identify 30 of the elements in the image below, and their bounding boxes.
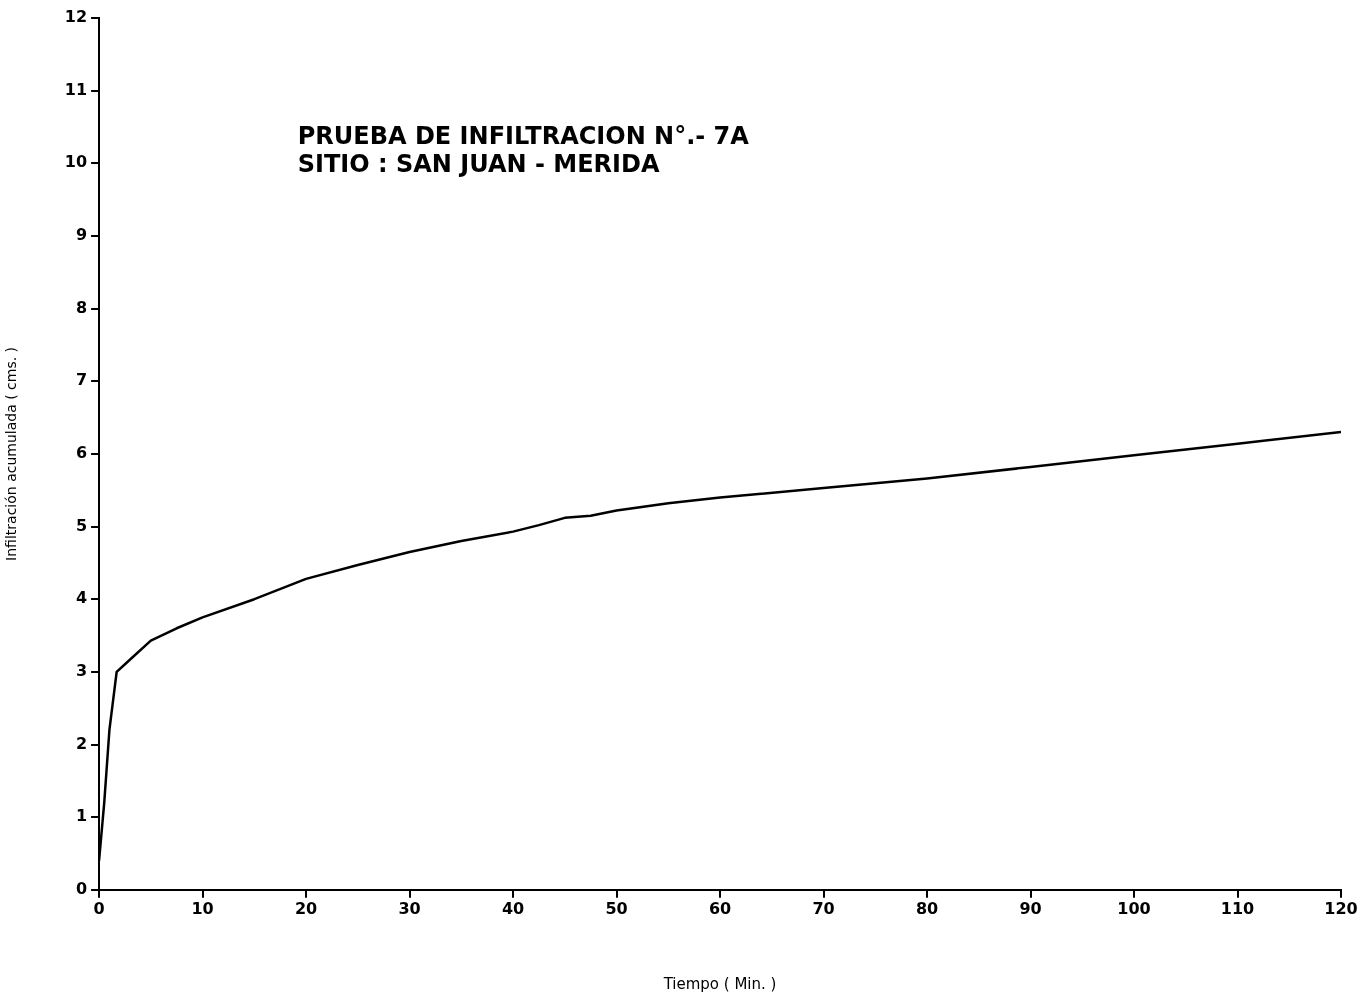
x-tick-label: 110	[1220, 898, 1255, 918]
y-tick-label: 4	[75, 588, 88, 608]
x-tick-label: 70	[812, 898, 835, 918]
x-tick-label: 90	[1019, 898, 1042, 918]
y-tick-label: 6	[75, 443, 88, 463]
x-axis-title: Tiempo ( Min. )	[662, 974, 777, 993]
y-tick-label: 11	[64, 79, 88, 99]
x-tick-label: 80	[915, 898, 939, 918]
x-tick-label: 100	[1117, 898, 1151, 918]
y-tick-label: 9	[75, 225, 88, 245]
y-tick-label: 2	[75, 733, 88, 753]
y-tick-label: 0	[75, 878, 88, 898]
y-tick-label: 10	[64, 152, 88, 172]
y-axis-title: Infiltración acumulada ( cms. )	[3, 346, 20, 561]
y-tick-label: 3	[75, 661, 88, 681]
x-tick-label: 120	[1324, 898, 1358, 918]
y-tick-label: 12	[64, 7, 88, 27]
y-tick-label: 8	[75, 297, 88, 317]
text: SITIO : SAN JUAN - MERIDA	[297, 150, 660, 179]
y-tick-label: 1	[75, 806, 88, 826]
x-tick-label: 60	[708, 898, 732, 918]
x-tick-label: 50	[605, 898, 628, 918]
x-tick-label: 40	[501, 898, 525, 918]
x-tick-label: 30	[398, 898, 421, 918]
y-tick-label: 5	[75, 515, 88, 535]
text: PRUEBA DE INFILTRACION N°.- 7A	[297, 122, 750, 151]
x-tick-label: 10	[191, 898, 214, 918]
y-tick-label: 7	[75, 370, 88, 390]
x-tick-label: 20	[294, 898, 318, 918]
x-tick-label: 0	[93, 898, 105, 918]
